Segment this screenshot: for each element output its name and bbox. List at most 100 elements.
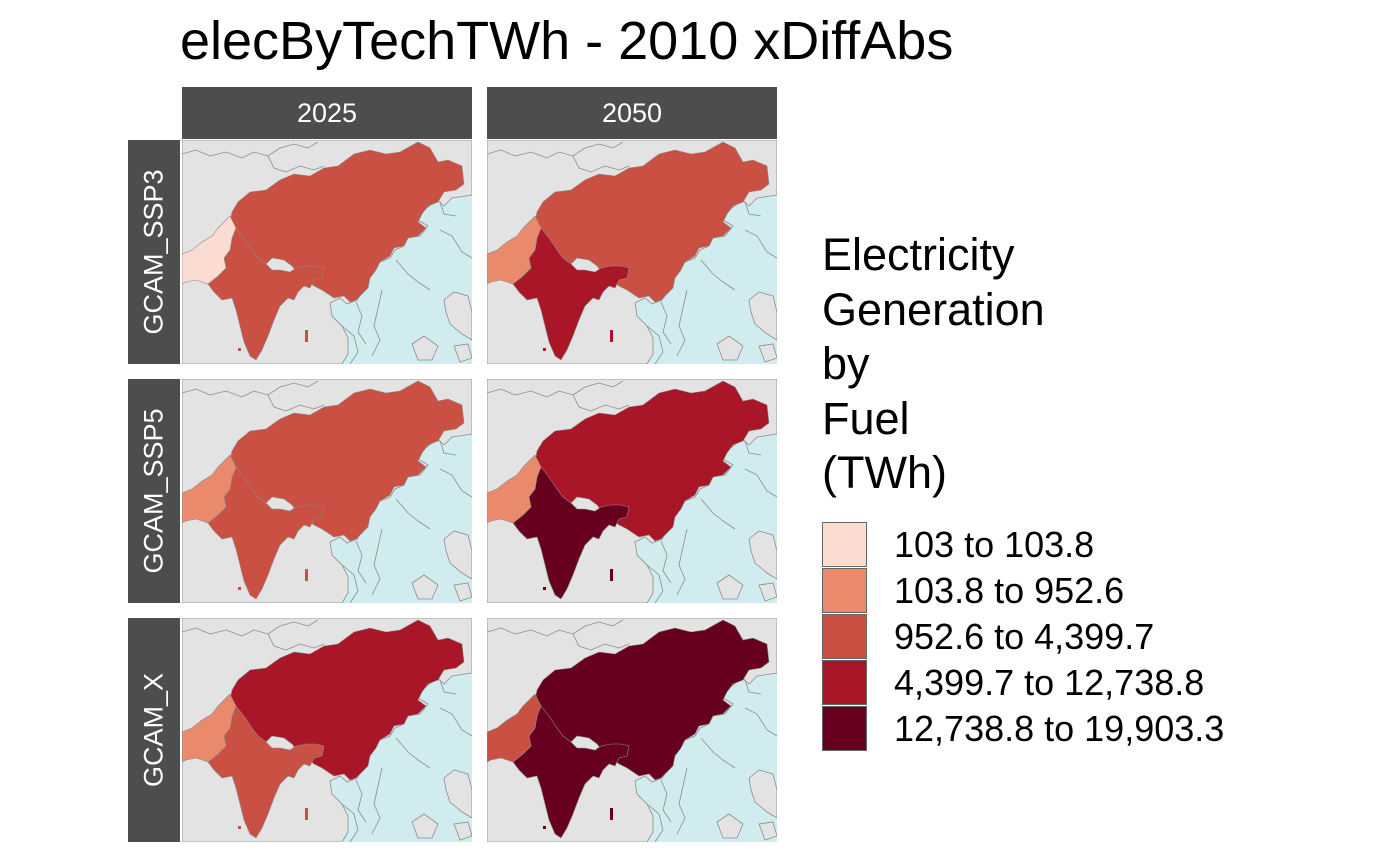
country-border: [646, 564, 664, 603]
legend-item: 103 to 103.8: [822, 522, 1382, 568]
island-speck: [305, 569, 308, 581]
country-border: [371, 767, 383, 835]
region-india: [207, 705, 325, 839]
legend-swatch: [822, 614, 867, 659]
facet-strip-gcam-ssp5: GCAM_SSP5: [128, 379, 180, 603]
legend-label: 4,399.7 to 12,738.8: [894, 662, 1205, 703]
country-border: [744, 468, 777, 498]
region-pakistan: [182, 693, 237, 763]
region-india: [207, 227, 325, 361]
island-speck: [238, 348, 241, 351]
country-border: [676, 289, 688, 357]
map-title: elecByTechTWh - 2010 xDiffAbs: [180, 11, 954, 71]
country-border: [646, 325, 664, 364]
country-border: [355, 301, 367, 345]
legend-label: 12,738.8 to 19,903.3: [894, 708, 1225, 749]
map-panel-gcam-ssp3-2050: [487, 140, 777, 364]
facet-label-gcam-ssp5: GCAM_SSP5: [138, 408, 169, 574]
map-panel-gcam-x-2050: [487, 618, 777, 842]
map-svg: [487, 379, 777, 603]
region-pakistan: [182, 454, 237, 524]
country-border: [267, 633, 325, 651]
facet-strip-gcam-ssp3: GCAM_SSP3: [128, 140, 180, 364]
legend-swatch: [822, 706, 867, 751]
country-border: [676, 767, 688, 835]
legend-item: 12,738.8 to 19,903.3: [822, 706, 1382, 752]
country-border: [744, 707, 777, 737]
map-svg: [182, 140, 472, 364]
country-border: [341, 803, 359, 842]
island-speck: [238, 587, 241, 590]
region-china: [229, 141, 465, 303]
country-border: [341, 325, 359, 364]
legend-item: 103.8 to 952.6: [822, 568, 1382, 614]
country-border: [700, 259, 736, 291]
country-border: [700, 737, 736, 769]
region-india: [512, 466, 630, 600]
region-pakistan: [487, 454, 542, 524]
legend-title-line: Fuel: [822, 392, 910, 444]
islands: [716, 769, 777, 841]
island-speck: [610, 808, 613, 820]
map-svg: [182, 379, 472, 603]
country-border: [676, 528, 688, 596]
facet-label-gcam-x: GCAM_X: [138, 672, 169, 788]
country-border: [395, 737, 431, 769]
legend-title: Electricity Generation by Fuel (TWh): [822, 228, 1122, 501]
country-border: [395, 259, 431, 291]
facet-label-2025: 2025: [296, 97, 358, 128]
country-border: [487, 619, 624, 637]
island-speck: [543, 587, 546, 590]
country-border: [660, 779, 672, 823]
island-speck: [610, 330, 613, 342]
country-border: [341, 564, 359, 603]
map-panel-gcam-ssp5-2025: [182, 379, 472, 603]
country-border: [700, 498, 736, 530]
legend-label: 103.8 to 952.6: [894, 570, 1125, 611]
map-svg: [487, 618, 777, 842]
map-panel-gcam-ssp5-2050: [487, 379, 777, 603]
region-china: [229, 619, 465, 781]
country-border: [395, 498, 431, 530]
country-border: [572, 394, 630, 412]
region-india: [207, 466, 325, 600]
island-speck: [238, 826, 241, 829]
legend-title-line: by: [822, 338, 870, 389]
region-india: [512, 227, 630, 361]
country-border: [660, 301, 672, 345]
country-border: [355, 540, 367, 584]
legend-swatch: [822, 660, 867, 705]
country-border: [182, 619, 319, 637]
facet-label-gcam-ssp3: GCAM_SSP3: [138, 169, 169, 335]
island-speck: [305, 808, 308, 820]
legend-swatch: [822, 522, 867, 567]
region-china: [534, 380, 770, 542]
facet-strip-gcam-x: GCAM_X: [128, 618, 180, 842]
facet-strip-2050: 2050: [487, 87, 777, 139]
country-border: [572, 633, 630, 651]
map-panel-gcam-ssp3-2025: [182, 140, 472, 364]
country-border: [182, 380, 319, 398]
region-china: [534, 141, 770, 303]
country-border: [371, 528, 383, 596]
country-border: [572, 155, 630, 173]
legend-title-line: Electricity: [822, 229, 1015, 280]
country-border: [744, 229, 777, 259]
region-pakistan: [182, 215, 237, 285]
country-border: [182, 141, 319, 159]
region-india: [512, 705, 630, 839]
island-speck: [305, 330, 308, 342]
country-border: [355, 779, 367, 823]
islands: [411, 769, 472, 841]
legend-label: 952.6 to 4,399.7: [894, 616, 1155, 657]
legend-title-line: (TWh): [822, 447, 947, 498]
country-border: [371, 289, 383, 357]
country-border: [660, 540, 672, 584]
islands: [716, 530, 777, 602]
legend-title-line: Generation: [822, 283, 1045, 335]
region-pakistan: [487, 215, 542, 285]
country-border: [439, 468, 472, 498]
legend-swatch: [822, 568, 867, 613]
map-svg: [487, 140, 777, 364]
facet-strip-2025: 2025: [182, 87, 472, 139]
